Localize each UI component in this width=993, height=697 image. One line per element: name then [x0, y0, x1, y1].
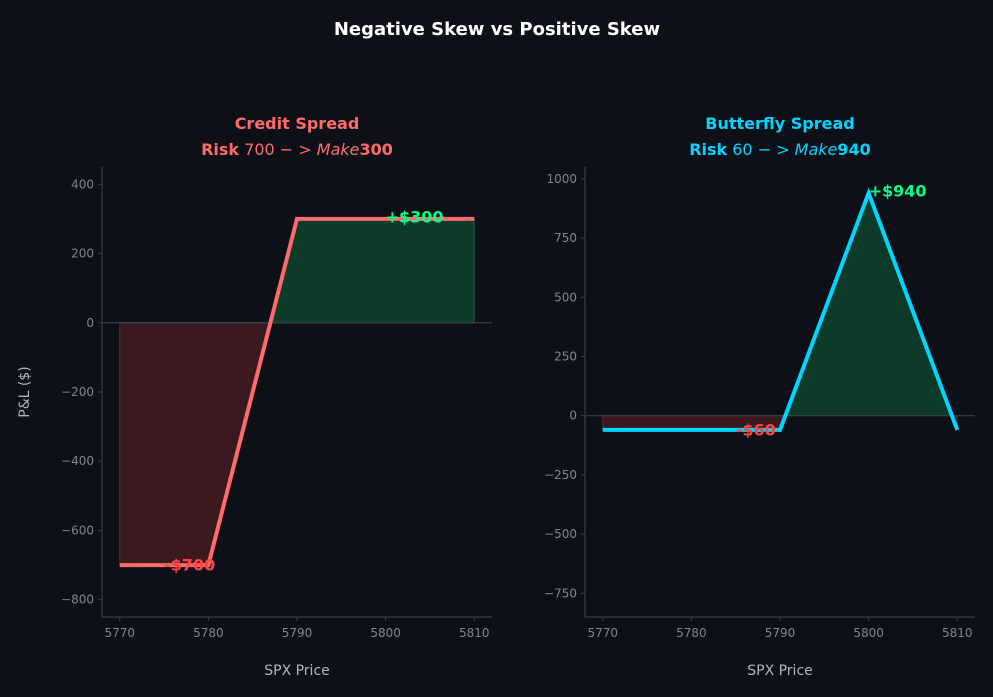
subplot-title: Butterfly Spread [705, 114, 854, 133]
x-tick-label: 5780 [676, 626, 707, 640]
x-tick-label: 5770 [104, 626, 135, 640]
x-tick-label: 5770 [587, 626, 618, 640]
subtitle-bold1: Risk [201, 140, 239, 159]
y-tick-label: 1000 [546, 172, 577, 186]
x-tick-label: 5780 [193, 626, 224, 640]
subtitle-plain: 60 − [727, 140, 776, 159]
payoff-line [119, 216, 475, 568]
loss-annotation: -$700 [164, 556, 215, 575]
subplot-2: Butterfly Spread Risk 60 − > Make940 5770 5… [544, 114, 975, 679]
subplot-subtitle: Risk 700 − > Make300 [201, 140, 393, 159]
figure-title: Negative Skew vs Positive Skew [334, 19, 660, 40]
x-axis-label: SPX Price [747, 663, 813, 679]
y-tick-label: −800 [61, 593, 94, 607]
subtitle-bold2: 300 [359, 140, 392, 159]
x-tick-label: 5790 [282, 626, 313, 640]
x-tick-label: 5800 [370, 626, 401, 640]
y-tick-label: 750 [554, 231, 577, 245]
y-tick-label: −500 [544, 527, 577, 541]
x-axis-label: SPX Price [264, 663, 330, 679]
y-tick-label: 0 [86, 316, 94, 330]
y-tick-label: 0 [569, 409, 577, 423]
y-axis-label: P&L ($) [17, 366, 33, 417]
subtitle-italic: > Make [776, 140, 837, 159]
y-tick-label: −250 [544, 468, 577, 482]
y-tick-label: 200 [71, 247, 94, 261]
subplot-title: Credit Spread [235, 114, 360, 133]
subtitle-italic: > Make [298, 140, 359, 159]
x-tick-label: 5800 [853, 626, 884, 640]
y-tick-label: 400 [71, 177, 94, 191]
x-tick-label: 5810 [459, 626, 490, 640]
y-tick-label: 250 [554, 349, 577, 363]
profit-annotation: +$940 [869, 182, 927, 201]
y-tick-label: −750 [544, 586, 577, 600]
y-tick-label: −200 [61, 385, 94, 399]
y-tick-label: 500 [554, 290, 577, 304]
y-tick-label: −400 [61, 454, 94, 468]
x-tick-label: 5790 [765, 626, 796, 640]
y-tick-label: −600 [61, 523, 94, 537]
x-tick-label: 5810 [942, 626, 973, 640]
loss-annotation: -$60 [736, 420, 776, 439]
subtitle-plain: 700 − [239, 140, 298, 159]
profit-area [602, 191, 958, 416]
subplot-subtitle: Risk 60 − > Make940 [689, 140, 871, 159]
payoff-line [602, 187, 960, 432]
subplot-1: Credit Spread Risk 700 − > Make300 5770 578… [17, 114, 492, 679]
subtitle-bold1: Risk [689, 140, 727, 159]
profit-annotation: +$300 [386, 207, 444, 226]
subtitle-bold2: 940 [837, 140, 870, 159]
